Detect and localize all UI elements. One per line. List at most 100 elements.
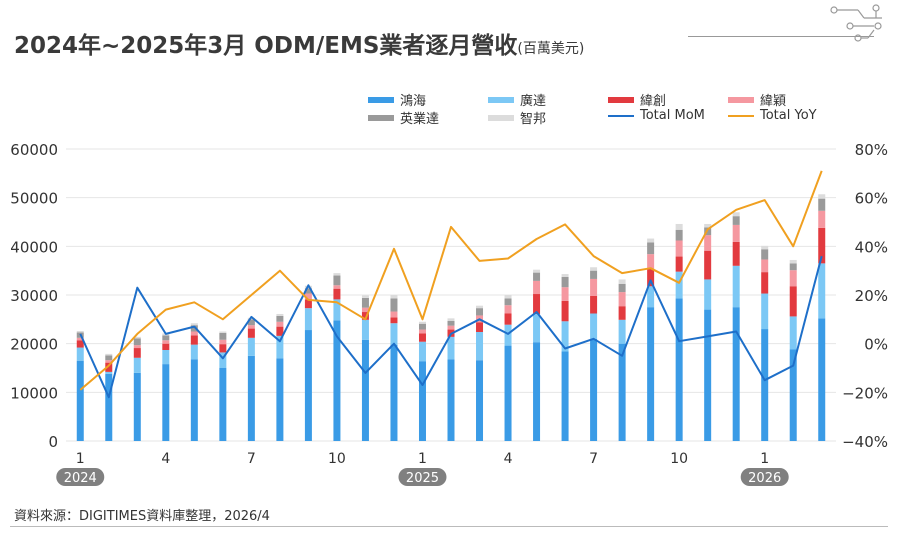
legend-label-mom: Total MoM <box>640 108 705 123</box>
bar-segment-foxconn <box>561 351 569 441</box>
bar-segment-wistron <box>618 306 626 320</box>
bar-segment-foxconn <box>647 307 655 441</box>
bar-segment-wistron <box>276 326 284 336</box>
bar-segment-quanta <box>133 357 141 373</box>
bar-segment-compal <box>504 295 512 299</box>
bar-segment-wiwynn <box>618 292 626 307</box>
bar-segment-wiwynn <box>276 321 284 327</box>
chart-legend: 鴻海 廣達 緯創 緯穎 英業達 智邦 Total MoM Total YoY <box>368 90 838 130</box>
bar-segment-quanta <box>761 293 769 330</box>
bar-segment-wiwynn <box>647 254 655 269</box>
bar-segment-wistron <box>304 299 312 309</box>
bar-segment-wiwynn <box>247 325 255 329</box>
y-left-tick-label: 30000 <box>10 287 58 305</box>
bar-segment-compal <box>333 273 341 276</box>
bar-segment-inventec <box>504 298 512 306</box>
bar-segment-foxconn <box>675 298 683 441</box>
bar-segment-foxconn <box>590 338 598 441</box>
legend-item-foxconn: 鴻海 <box>368 90 426 109</box>
year-label: 2025 <box>406 471 439 486</box>
legend-item-wiwynn: 緯穎 <box>728 90 786 109</box>
bar-segment-quanta <box>704 279 712 310</box>
bar-segment-wistron <box>675 256 683 272</box>
bar-segment-wistron <box>76 340 84 348</box>
bar-segment-wiwynn <box>133 345 141 349</box>
bar-segment-foxconn <box>133 372 141 441</box>
bar-segment-quanta <box>390 323 398 345</box>
source-note: 資料來源：DIGITIMES資料庫整理，2026/4 <box>14 509 270 524</box>
bar-segment-foxconn <box>390 344 398 441</box>
bar-segment-quanta <box>304 308 312 331</box>
y-right-tick-label: −20% <box>842 384 888 402</box>
legend-swatch-wiwynn <box>728 96 754 103</box>
bar-segment-inventec <box>190 325 198 332</box>
bar-segment-foxconn <box>618 343 626 441</box>
bar-segment-compal <box>561 274 569 277</box>
legend-label-inventec: 英業達 <box>400 112 440 127</box>
bar-segment-wistron <box>333 288 341 300</box>
bar-segment-wistron <box>561 300 569 322</box>
x-tick-label: 7 <box>247 451 256 467</box>
bar-segment-inventec <box>418 323 426 330</box>
chart-plot: 0 10000 20000 30000 40000 50000 60000 −40% −20% 0… <box>10 141 888 486</box>
bar-segment-inventec <box>732 216 740 225</box>
legend-label-wistron: 緯創 <box>640 94 667 109</box>
bar-segment-foxconn <box>418 361 426 441</box>
bar-segment-inventec <box>219 332 227 340</box>
bar-segment-foxconn <box>247 355 255 441</box>
bar-segment-wiwynn <box>732 224 740 242</box>
y-right-tick-label: 20% <box>855 287 888 305</box>
bar-segment-foxconn <box>789 349 797 441</box>
chart-title: 2024年~2025年3月 ODM/EMS業者逐月營收(百萬美元) <box>14 26 584 60</box>
bar-segment-quanta <box>447 336 455 360</box>
bar-segment-inventec <box>361 297 369 308</box>
legend-swatch-wistron <box>608 96 634 103</box>
bar-segment-wiwynn <box>675 240 683 257</box>
bar-segment-quanta <box>333 299 341 321</box>
bar-segment-wiwynn <box>447 325 455 330</box>
bar-segment-foxconn <box>76 360 84 441</box>
bar-segment-foxconn <box>361 339 369 441</box>
bar-segment-foxconn <box>818 318 826 441</box>
bar-segment-wistron <box>504 313 512 325</box>
bar-segment-wistron <box>247 328 255 338</box>
bar-segment-foxconn <box>732 307 740 441</box>
bar-segment-compal <box>704 223 712 228</box>
legend-swatch-compal <box>488 114 514 121</box>
bar-segment-inventec <box>276 315 284 322</box>
bar-segment-wistron <box>761 272 769 294</box>
bar-segment-foxconn <box>105 373 113 441</box>
bar-segment-wiwynn <box>105 360 113 363</box>
bar-segment-inventec <box>476 308 484 316</box>
bar-segment-compal <box>818 194 826 199</box>
x-tick-label: 1 <box>760 451 769 467</box>
bar-segment-quanta <box>675 271 683 299</box>
bar-segment-foxconn <box>761 329 769 441</box>
bar-segment-quanta <box>361 319 369 340</box>
bar-segment-wistron <box>190 335 198 345</box>
bar-segment-inventec <box>675 229 683 241</box>
bar-segment-wiwynn <box>704 235 712 251</box>
year-label: 2026 <box>748 471 781 486</box>
bar-segment-wistron <box>704 250 712 280</box>
legend-item-quanta: 廣達 <box>488 90 546 109</box>
bar-segment-quanta <box>219 352 227 368</box>
bar-segment-foxconn <box>333 320 341 441</box>
bar-segment-quanta <box>561 321 569 352</box>
bar-segment-inventec <box>133 338 141 346</box>
bar-segment-compal <box>190 323 198 326</box>
legend-item-wistron: 緯創 <box>608 90 666 109</box>
bar-segment-compal <box>133 336 141 339</box>
bar-segment-inventec <box>590 270 598 279</box>
bar-segment-wiwynn <box>761 259 769 273</box>
legend-swatch-foxconn <box>368 96 394 103</box>
legend-swatch-inventec <box>368 114 394 121</box>
y-left-tick-label: 40000 <box>10 238 58 256</box>
bar-segment-foxconn <box>533 342 541 441</box>
x-tick-label: 1 <box>418 451 427 467</box>
bar-segment-compal <box>618 279 626 284</box>
bar-segment-wistron <box>789 286 797 317</box>
bar-segment-quanta <box>732 265 740 308</box>
legend-item-mom: Total MoM <box>608 108 705 123</box>
bar-segment-foxconn <box>447 359 455 441</box>
